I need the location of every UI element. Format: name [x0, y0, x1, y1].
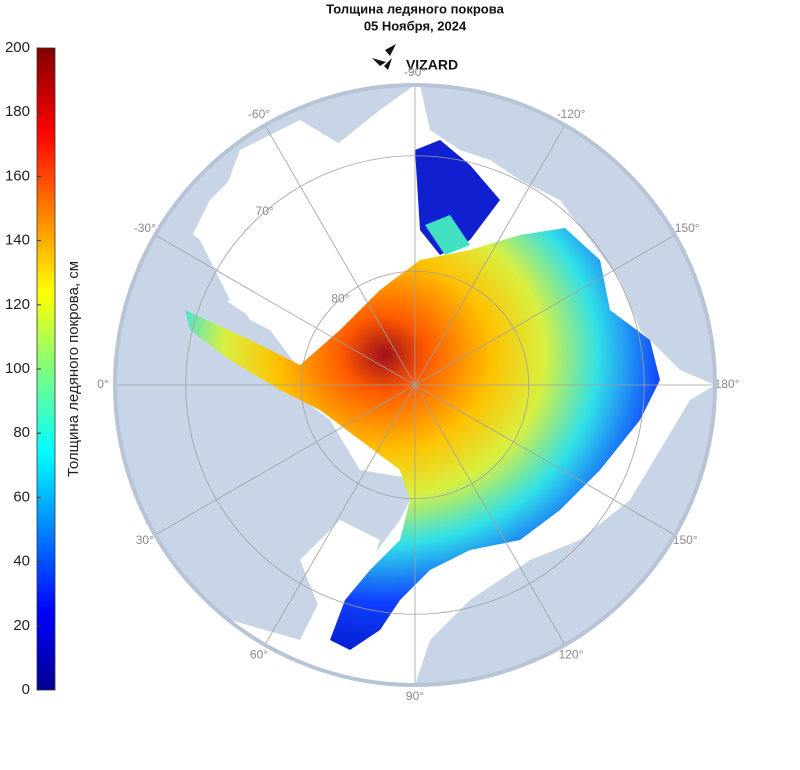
colorbar-ticks: 0 20 40 60 80 100 120 140 160 180 200: [5, 39, 41, 698]
colorbar-tick-label: 80: [13, 424, 30, 441]
meridian-label: -60°: [248, 107, 270, 121]
map-border: [113, 83, 717, 687]
meridian-label: -90°: [404, 65, 426, 79]
logo-icon: [372, 44, 396, 70]
colorbar-tick-label: 120: [5, 296, 30, 313]
colorbar-tick-label: 180: [5, 103, 30, 120]
meridian-label: 120°: [559, 647, 584, 661]
colorbar-tick-label: 160: [5, 167, 30, 184]
subtitle: 05 Ноября, 2024: [364, 18, 467, 33]
colorbar-label: Толщина ледяного покрова, см: [65, 261, 82, 477]
meridian: [414, 234, 676, 386]
meridian: [414, 384, 566, 646]
colorbar-tick-label: 200: [5, 39, 30, 56]
latitude-label: 80°: [331, 291, 349, 305]
logo: VIZARD: [372, 44, 458, 73]
meridian-label: 150°: [673, 533, 698, 547]
meridian: [154, 234, 416, 386]
parallel: [185, 155, 645, 615]
meridian-label: 90°: [406, 689, 424, 703]
meridian: [414, 124, 566, 386]
latitude-label: 70°: [256, 204, 274, 218]
graticule: -90° -120° -150° 180° 150° 120° 90° 60° 30° 0° -30…: [97, 65, 739, 703]
meridian-label: -150°: [671, 221, 700, 235]
parallel: [300, 270, 530, 500]
map: -90° -120° -150° 180° 150° 120° 90° 60° 30° 0° -30…: [97, 65, 739, 703]
meridian: [264, 124, 416, 386]
meridian-label: 0°: [97, 377, 109, 391]
meridian: [264, 384, 416, 646]
meridian-label: 180°: [715, 377, 740, 391]
meridian-label: -120°: [557, 107, 586, 121]
meridian-label: -30°: [134, 221, 156, 235]
sea-ice: [185, 140, 660, 650]
colorbar-tick-label: 20: [13, 617, 30, 634]
meridian-label: 60°: [250, 647, 268, 661]
colorbar-tick-label: 40: [13, 553, 30, 570]
meridian: [154, 384, 416, 536]
colorbar-tick-label: 100: [5, 360, 30, 377]
colorbar-tick-label: 60: [13, 488, 30, 505]
colorbar-tick-label: 140: [5, 232, 30, 249]
title: Толщина ледяного покрова: [326, 1, 504, 16]
colorbar-tick-label: 0: [22, 681, 30, 698]
meridian-label: 30°: [136, 533, 154, 547]
logo-text: VIZARD: [406, 57, 458, 73]
meridian: [414, 384, 676, 536]
